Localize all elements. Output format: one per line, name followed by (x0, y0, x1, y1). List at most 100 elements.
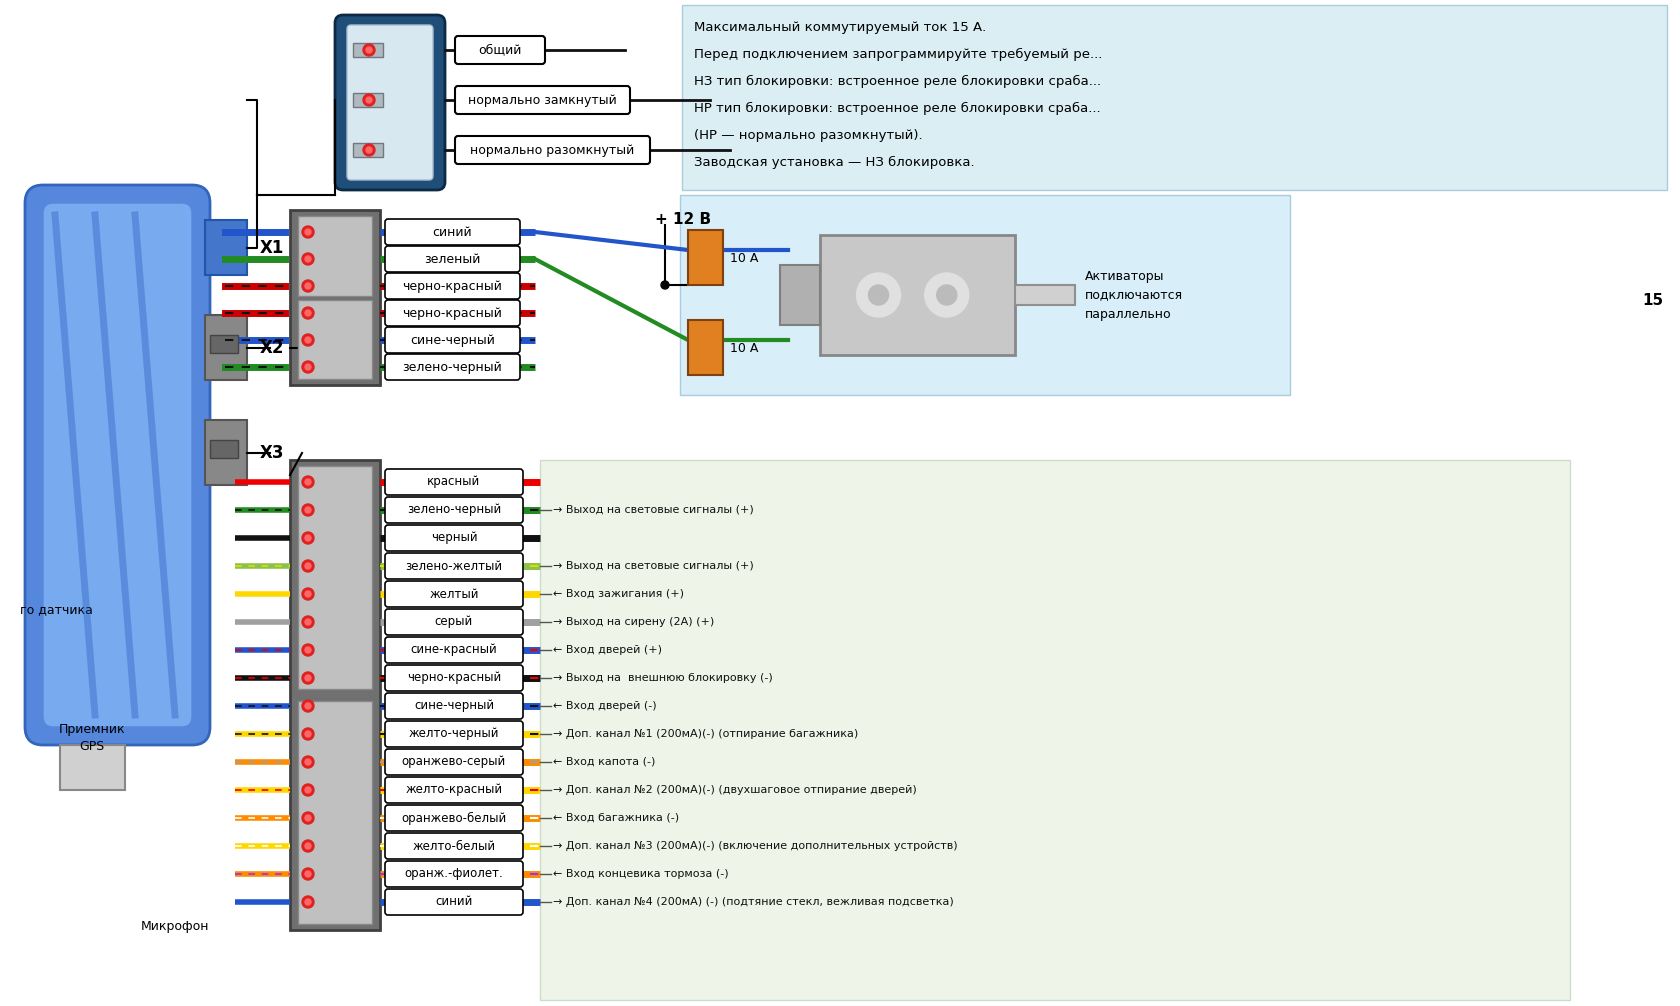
Circle shape (304, 507, 311, 513)
Text: ← Вход дверей (+): ← Вход дверей (+) (553, 645, 662, 655)
Text: + 12 В: + 12 В (655, 212, 711, 227)
Text: черно-красный: черно-красный (402, 307, 502, 320)
Circle shape (304, 731, 311, 737)
FancyBboxPatch shape (385, 721, 522, 747)
Text: зелено-черный: зелено-черный (407, 503, 501, 516)
FancyBboxPatch shape (385, 833, 522, 859)
Text: желтый: желтый (428, 588, 479, 601)
Circle shape (304, 364, 311, 370)
Bar (1015, 285, 1075, 305)
Text: желто-красный: желто-красный (405, 784, 502, 797)
Circle shape (304, 229, 311, 235)
Circle shape (366, 147, 371, 153)
Bar (820, 235, 1015, 355)
Circle shape (302, 560, 314, 572)
Text: → Выход на  внешнюю блокировку (-): → Выход на внешнюю блокировку (-) (553, 673, 773, 683)
Circle shape (302, 504, 314, 516)
Circle shape (304, 591, 311, 597)
Text: ← Вход зажигания (+): ← Вход зажигания (+) (553, 589, 684, 599)
Circle shape (304, 479, 311, 485)
Circle shape (302, 700, 314, 712)
Bar (210, 335, 239, 353)
Text: X2: X2 (260, 339, 284, 357)
Text: серый: серый (435, 616, 472, 629)
Bar (682, 5, 1667, 190)
Circle shape (304, 871, 311, 877)
Text: оранжево-белый: оранжево-белый (402, 812, 506, 825)
Circle shape (302, 307, 314, 319)
Text: нормально замкнутый: нормально замкнутый (467, 94, 617, 107)
Text: сине-красный: сине-красный (410, 644, 497, 657)
Text: 10 А: 10 А (729, 252, 758, 265)
Circle shape (363, 94, 375, 106)
Circle shape (660, 281, 669, 289)
Bar (353, 93, 383, 107)
Circle shape (363, 144, 375, 156)
Text: Перед подключением запрограммируйте требуемый ре...: Перед подключением запрограммируйте треб… (694, 48, 1102, 61)
Circle shape (304, 283, 311, 289)
FancyBboxPatch shape (346, 25, 433, 180)
Text: Активаторы
подключаются
параллельно: Активаторы подключаются параллельно (1084, 270, 1183, 321)
FancyBboxPatch shape (385, 219, 519, 245)
Bar (297, 466, 371, 689)
Circle shape (302, 334, 314, 346)
Bar (291, 460, 380, 930)
Text: → Выход на сирену (2А) (+): → Выход на сирену (2А) (+) (553, 617, 714, 627)
Circle shape (304, 675, 311, 681)
Bar (60, 745, 124, 790)
Bar (205, 420, 247, 485)
Text: → Выход на световые сигналы (+): → Выход на световые сигналы (+) (553, 561, 753, 571)
Text: черный: черный (430, 531, 477, 544)
Text: синий: синий (435, 895, 472, 908)
Text: ← Вход концевика тормоза (-): ← Вход концевика тормоза (-) (553, 869, 727, 879)
Circle shape (304, 703, 311, 709)
Text: желто-белый: желто-белый (412, 839, 496, 852)
Circle shape (302, 226, 314, 238)
FancyBboxPatch shape (25, 185, 210, 745)
Text: зелено-черный: зелено-черный (403, 360, 502, 373)
Text: оранжево-серый: оранжево-серый (402, 756, 506, 769)
Text: нормально разомкнутый: нормально разомкнутый (470, 144, 635, 157)
Text: Заводская установка — НЗ блокировка.: Заводская установка — НЗ блокировка. (694, 156, 974, 169)
Circle shape (302, 868, 314, 880)
Circle shape (302, 672, 314, 684)
Circle shape (302, 784, 314, 796)
Circle shape (304, 815, 311, 821)
Text: → Доп. канал №2 (200мА)(-) (двухшаговое отпирание дверей): → Доп. канал №2 (200мА)(-) (двухшаговое … (553, 785, 916, 795)
Text: синий: синий (432, 225, 472, 238)
FancyBboxPatch shape (455, 136, 650, 164)
Bar (297, 701, 371, 924)
Text: ← Вход дверей (-): ← Вход дверей (-) (553, 701, 657, 711)
Circle shape (302, 840, 314, 852)
Text: → Доп. канал №3 (200мА)(-) (включение дополнительных устройств): → Доп. канал №3 (200мА)(-) (включение до… (553, 841, 958, 851)
Circle shape (304, 899, 311, 905)
Circle shape (302, 896, 314, 908)
FancyBboxPatch shape (385, 553, 522, 579)
Text: красный: красный (427, 476, 480, 489)
FancyBboxPatch shape (385, 246, 519, 272)
Text: зелено-желтый: зелено-желтый (405, 559, 502, 572)
Bar (353, 43, 383, 57)
FancyBboxPatch shape (385, 749, 522, 775)
FancyBboxPatch shape (385, 637, 522, 663)
Text: 10 А: 10 А (729, 341, 758, 354)
FancyBboxPatch shape (385, 497, 522, 523)
FancyBboxPatch shape (385, 525, 522, 551)
Text: 15: 15 (1641, 293, 1662, 308)
Text: НР тип блокировки: встроенное реле блокировки сраба...: НР тип блокировки: встроенное реле блоки… (694, 102, 1100, 115)
FancyBboxPatch shape (455, 36, 544, 64)
Bar (687, 230, 722, 285)
FancyBboxPatch shape (334, 15, 445, 190)
Circle shape (302, 476, 314, 488)
FancyBboxPatch shape (44, 203, 192, 727)
FancyBboxPatch shape (385, 693, 522, 719)
Circle shape (936, 285, 956, 305)
Bar (297, 216, 371, 296)
Circle shape (302, 280, 314, 292)
Circle shape (302, 588, 314, 600)
FancyBboxPatch shape (385, 777, 522, 803)
Circle shape (304, 619, 311, 625)
Text: Максимальный коммутируемый ток 15 А.: Максимальный коммутируемый ток 15 А. (694, 21, 986, 34)
Text: (НР — нормально разомкнутый).: (НР — нормально разомкнутый). (694, 129, 922, 142)
Circle shape (302, 253, 314, 265)
